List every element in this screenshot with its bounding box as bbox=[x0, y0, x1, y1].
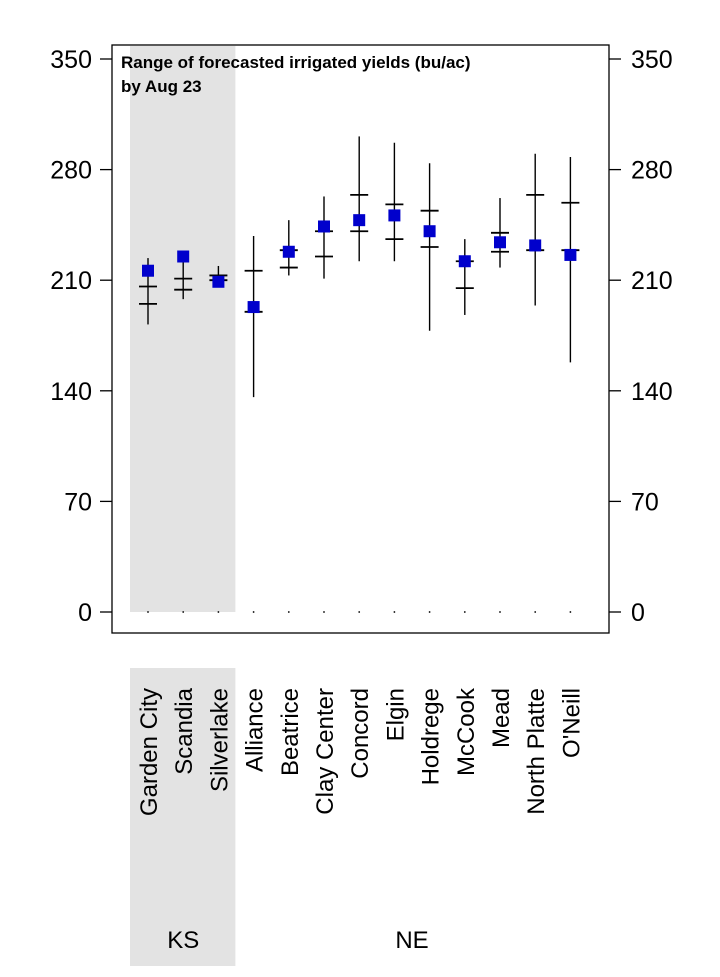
forecast-marker bbox=[247, 301, 260, 314]
category-label: McCook bbox=[453, 687, 480, 776]
category-label: Beatrice bbox=[277, 688, 304, 776]
forecast-marker bbox=[282, 245, 295, 258]
marks-layer bbox=[139, 136, 580, 613]
left-y-tick-label: 0 bbox=[78, 599, 92, 627]
forecast-marker bbox=[564, 248, 577, 261]
category-label: Clay Center bbox=[312, 688, 339, 815]
right-y-tick-label: 350 bbox=[631, 46, 673, 74]
right-y-tick-label: 70 bbox=[631, 488, 659, 516]
forecast-marker bbox=[318, 220, 330, 233]
forecast-marker bbox=[388, 209, 401, 222]
right-y-tick-label: 280 bbox=[631, 157, 673, 185]
baseline-dot bbox=[428, 611, 431, 613]
category-label: O'Neill bbox=[558, 688, 585, 758]
left-y-tick-label: 140 bbox=[50, 378, 92, 406]
baseline-dot bbox=[252, 611, 255, 613]
forecast-marker bbox=[177, 250, 190, 263]
chart-title-line-2: by Aug 23 bbox=[121, 77, 202, 96]
category-label: Mead bbox=[488, 688, 515, 748]
category-label: Silverlake bbox=[206, 688, 233, 792]
forecast-marker bbox=[142, 264, 154, 277]
category-label: Alliance bbox=[242, 688, 269, 772]
chart-title-line-1: Range of forecasted irrigated yields (bu… bbox=[121, 53, 471, 72]
right-y-tick-label: 0 bbox=[631, 599, 645, 627]
plot-frame bbox=[111, 44, 610, 634]
forecast-marker bbox=[529, 239, 542, 252]
category-label: Scandia bbox=[171, 687, 198, 774]
baseline-dot bbox=[217, 611, 220, 613]
baseline-dot bbox=[358, 611, 361, 613]
ks-plot-shade bbox=[130, 46, 236, 612]
right-y-tick-label: 140 bbox=[631, 378, 673, 406]
ks-shade-layer bbox=[130, 46, 236, 966]
right-y-tick-label: 210 bbox=[631, 267, 673, 295]
region-labels-layer: KS NE bbox=[167, 927, 428, 954]
forecast-marker bbox=[353, 214, 366, 227]
category-label: North Platte bbox=[523, 688, 550, 815]
region-label: KS bbox=[167, 927, 199, 954]
baseline-dot bbox=[182, 611, 185, 613]
region-label: NE bbox=[395, 927, 428, 954]
baseline-dot bbox=[287, 611, 290, 613]
baseline-dot bbox=[147, 611, 149, 613]
category-label: Concord bbox=[347, 688, 374, 779]
left-y-tick-label: 210 bbox=[50, 267, 92, 295]
forecast-marker bbox=[494, 236, 506, 249]
ks-label-shade bbox=[130, 668, 236, 966]
forecast-marker bbox=[423, 225, 436, 238]
forecast-marker bbox=[212, 275, 225, 288]
baseline-dot bbox=[499, 611, 501, 613]
category-label: Elgin bbox=[382, 688, 409, 741]
category-label: Holdrege bbox=[418, 688, 445, 785]
left-y-tick-label: 350 bbox=[50, 46, 92, 74]
baseline-dot bbox=[393, 611, 396, 613]
baseline-dot bbox=[534, 611, 537, 613]
category-label: Garden City bbox=[136, 688, 163, 816]
baseline-dot bbox=[569, 611, 572, 613]
category-labels-layer: Garden City Scandia Silverlake Alliance Beat… bbox=[136, 687, 585, 816]
baseline-dot bbox=[323, 611, 325, 613]
left-y-tick-label: 280 bbox=[50, 157, 92, 185]
forecast-marker bbox=[458, 255, 471, 268]
baseline-dot bbox=[463, 611, 466, 613]
left-y-tick-label: 70 bbox=[64, 488, 92, 516]
axes-layer: 0 0 70 70 140 140 210 210 280 280 350 350 bbox=[50, 46, 672, 627]
